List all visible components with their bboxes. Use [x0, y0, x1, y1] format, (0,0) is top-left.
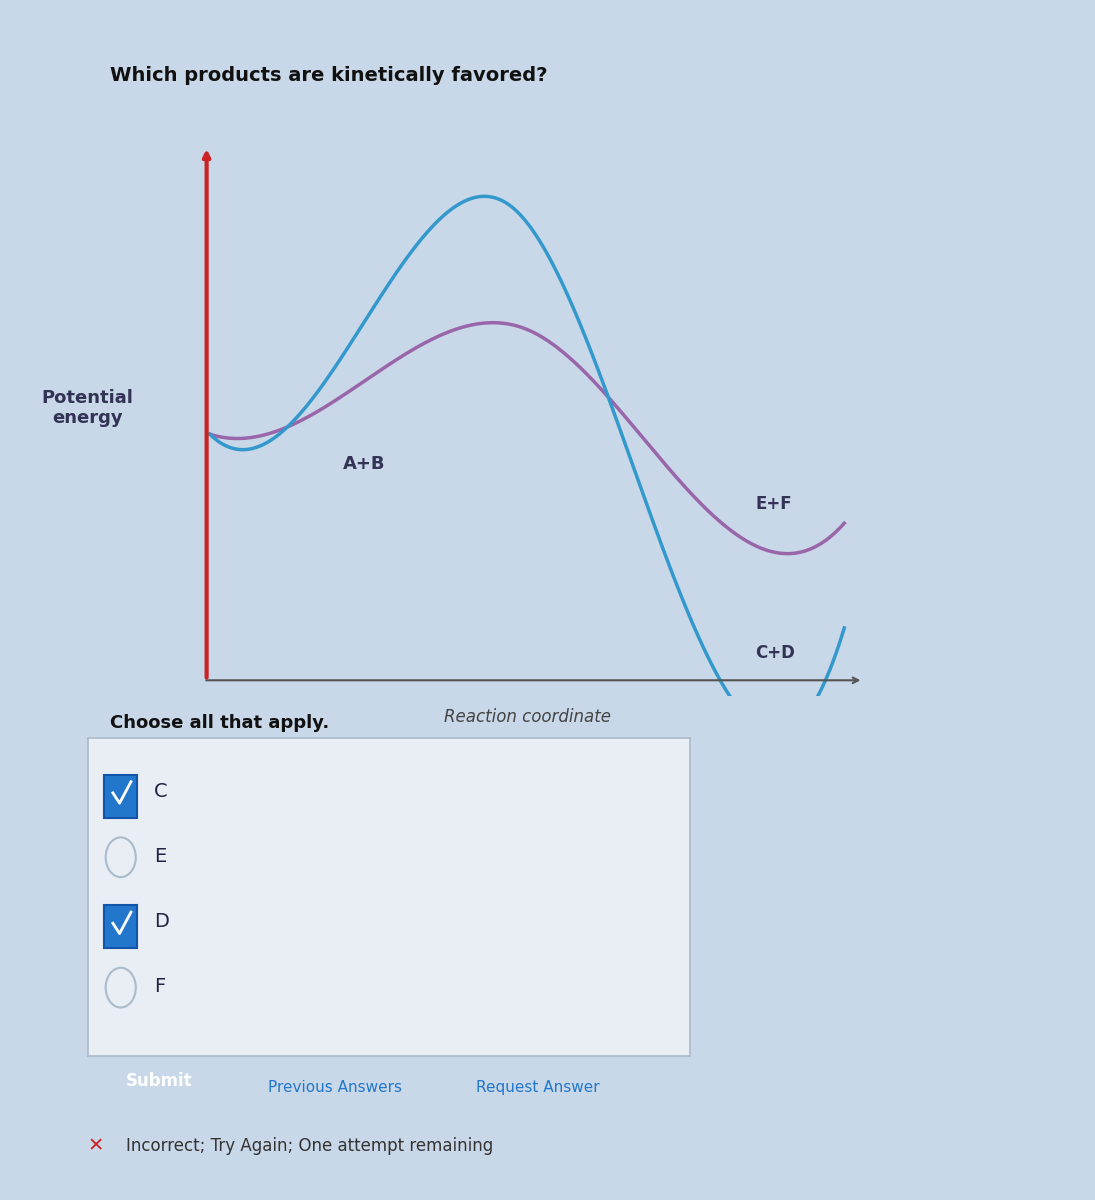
Text: Submit: Submit	[126, 1073, 192, 1090]
Text: Incorrect; Try Again; One attempt remaining: Incorrect; Try Again; One attempt remain…	[126, 1138, 493, 1154]
FancyBboxPatch shape	[104, 905, 137, 948]
Text: Previous Answers: Previous Answers	[268, 1080, 402, 1096]
Text: Request Answer: Request Answer	[476, 1080, 600, 1096]
Text: ✕: ✕	[88, 1136, 104, 1156]
FancyBboxPatch shape	[104, 774, 137, 817]
Text: Potential
energy: Potential energy	[42, 389, 134, 427]
Text: Which products are kinetically favored?: Which products are kinetically favored?	[110, 66, 548, 85]
Text: F: F	[153, 977, 165, 996]
Text: D: D	[153, 912, 169, 931]
Text: E+F: E+F	[756, 494, 792, 512]
Text: C+D: C+D	[756, 643, 795, 661]
Text: C: C	[153, 781, 168, 800]
Text: E: E	[153, 847, 166, 866]
Text: Reaction coordinate: Reaction coordinate	[443, 708, 611, 726]
Text: Choose all that apply.: Choose all that apply.	[110, 714, 328, 732]
Text: A+B: A+B	[343, 455, 385, 473]
